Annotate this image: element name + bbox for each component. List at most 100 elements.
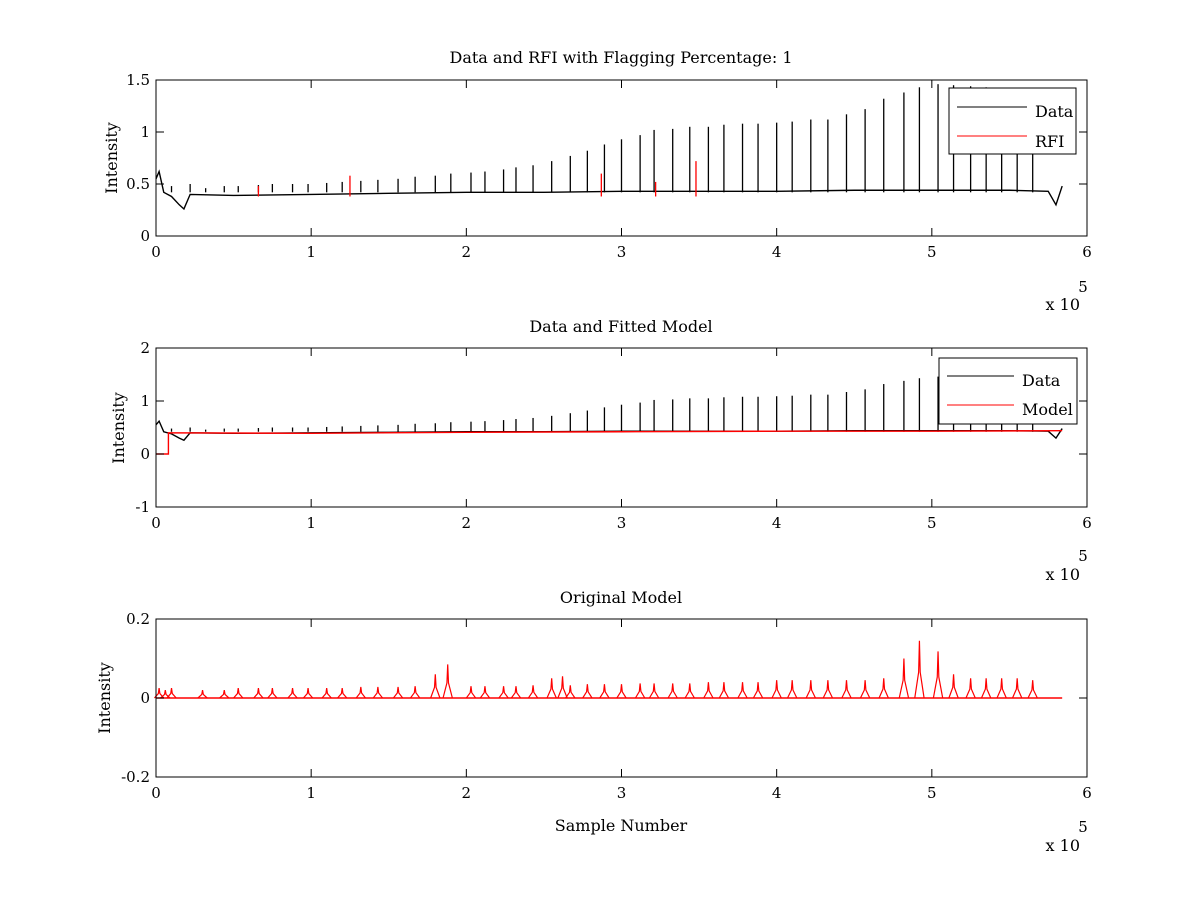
x-axis-label: Sample Number [555, 816, 688, 835]
x-multiplier-exponent: 5 [1078, 547, 1088, 565]
plot-title: Original Model [560, 588, 682, 607]
legend-box [948, 87, 1077, 155]
x-tick-label: 3 [617, 514, 627, 532]
x-multiplier-exponent: 5 [1078, 818, 1088, 836]
x-tick-label: 4 [772, 784, 782, 802]
y-tick-label: -1 [135, 498, 150, 516]
x-tick-label: 5 [927, 243, 937, 261]
series-spike-original-model [355, 686, 366, 699]
series-spike-original-model [948, 674, 959, 699]
plot-original-model: Original Model Intensity 0 1 2 3 4 5 6-0.200.2… [95, 588, 1092, 855]
series-spike-original-model [153, 688, 165, 699]
x-tick-label: 1 [306, 514, 316, 532]
x-multiplier-base: x 10 [1046, 565, 1080, 584]
series-spike-original-model [616, 684, 627, 699]
series-spike-original-model [684, 683, 695, 699]
y-tick-label: 0 [140, 689, 150, 707]
series-spike-original-model [980, 678, 992, 699]
series-spike-original-model [565, 685, 576, 699]
y-tick-label: 0.2 [126, 610, 150, 628]
series-spike-original-model [752, 682, 764, 699]
legend-label-data: Data [1035, 102, 1074, 121]
x-tick-label: 5 [927, 514, 937, 532]
y-tick-label: 0 [140, 445, 150, 463]
series-spike-original-model [822, 680, 834, 699]
series-spike-original-model [718, 682, 730, 699]
x-tick-label: 3 [617, 784, 627, 802]
series-spike-original-model [409, 686, 421, 699]
series-spike-original-model [465, 686, 477, 699]
series-spike-original-model [546, 678, 557, 699]
legend: Data Model [938, 357, 1078, 425]
x-multiplier-base: x 10 [1046, 295, 1080, 314]
series-spike-original-model [648, 683, 660, 699]
x-tick-label: 0 [151, 514, 161, 532]
series-spike-original-model [965, 678, 976, 699]
series-spike-original-model [302, 688, 314, 699]
series-spike-original-model [1011, 678, 1023, 699]
x-tick-label: 3 [617, 243, 627, 261]
series-layer [155, 84, 1063, 211]
x-tick-label: 6 [1082, 243, 1092, 261]
x-tick-label: 0 [151, 784, 161, 802]
series-spike-original-model [898, 658, 910, 699]
x-tick-label: 1 [306, 243, 316, 261]
legend-box [938, 357, 1078, 425]
x-tick-label: 1 [306, 784, 316, 802]
plot-data-and-fitted-model: Data and Fitted Model Intensity 0 1 2 3 4 5 6 -… [109, 317, 1092, 584]
series-spike-original-model [321, 688, 332, 699]
series-spike-original-model [430, 674, 441, 699]
series-spike-original-model [557, 676, 568, 699]
series-spike-original-model [479, 686, 491, 699]
series-spike-original-model [527, 685, 539, 699]
series-spike-original-model [703, 682, 714, 699]
series-spike-original-model [219, 689, 230, 699]
series-spike-original-model [667, 683, 678, 699]
legend: Data RFI [948, 87, 1077, 155]
series-spike-original-model [599, 684, 610, 699]
x-tick-label: 2 [462, 243, 472, 261]
series-spike-original-model [914, 640, 925, 699]
series-spike-original-model [771, 680, 782, 699]
series-line-data [155, 169, 1063, 211]
y-tick-label: 1 [140, 123, 150, 141]
x-tick-label: 6 [1082, 784, 1092, 802]
series-spike-original-model [1027, 680, 1038, 699]
y-axis-label: Intensity [102, 122, 121, 194]
x-tick-label: 2 [462, 784, 472, 802]
series-spike-original-model [267, 688, 278, 699]
series-spike-original-model [372, 686, 384, 699]
series-spike-original-model [634, 683, 646, 699]
legend-label-data: Data [1022, 371, 1061, 390]
y-tick-label: 1 [140, 392, 150, 410]
x-multiplier-exponent: 5 [1078, 278, 1088, 296]
plot-data-and-rfi: Data and RFI with Flagging Percentage: 1… [102, 48, 1092, 314]
series-spike-original-model [166, 688, 177, 699]
series-spike-original-model [442, 664, 453, 699]
series-spike-original-model [233, 688, 244, 699]
series-spike-original-model [932, 651, 944, 699]
series-spike-original-model [392, 686, 404, 699]
series-spike-original-model [287, 688, 298, 699]
x-tick-label: 6 [1082, 514, 1092, 532]
series-spike-original-model [786, 680, 798, 699]
legend-label-model: Model [1022, 400, 1073, 419]
y-tick-label: 1.5 [126, 71, 150, 89]
x-tick-label: 5 [927, 784, 937, 802]
series-spike-original-model [337, 688, 348, 699]
series-spike-original-model [878, 678, 889, 699]
y-tick-label: 2 [140, 339, 150, 357]
series-spike-original-model [510, 686, 522, 699]
series-spike-original-model [253, 688, 264, 699]
series-layer [153, 640, 1063, 699]
series-layer [155, 376, 1063, 455]
y-axis-label: Intensity [109, 392, 128, 464]
series-spike-original-model [859, 680, 871, 699]
y-tick-label: 0.5 [126, 175, 150, 193]
series-spike-original-model [197, 689, 208, 699]
series-spike-original-model [498, 686, 509, 699]
series-spike-original-model [996, 678, 1007, 699]
